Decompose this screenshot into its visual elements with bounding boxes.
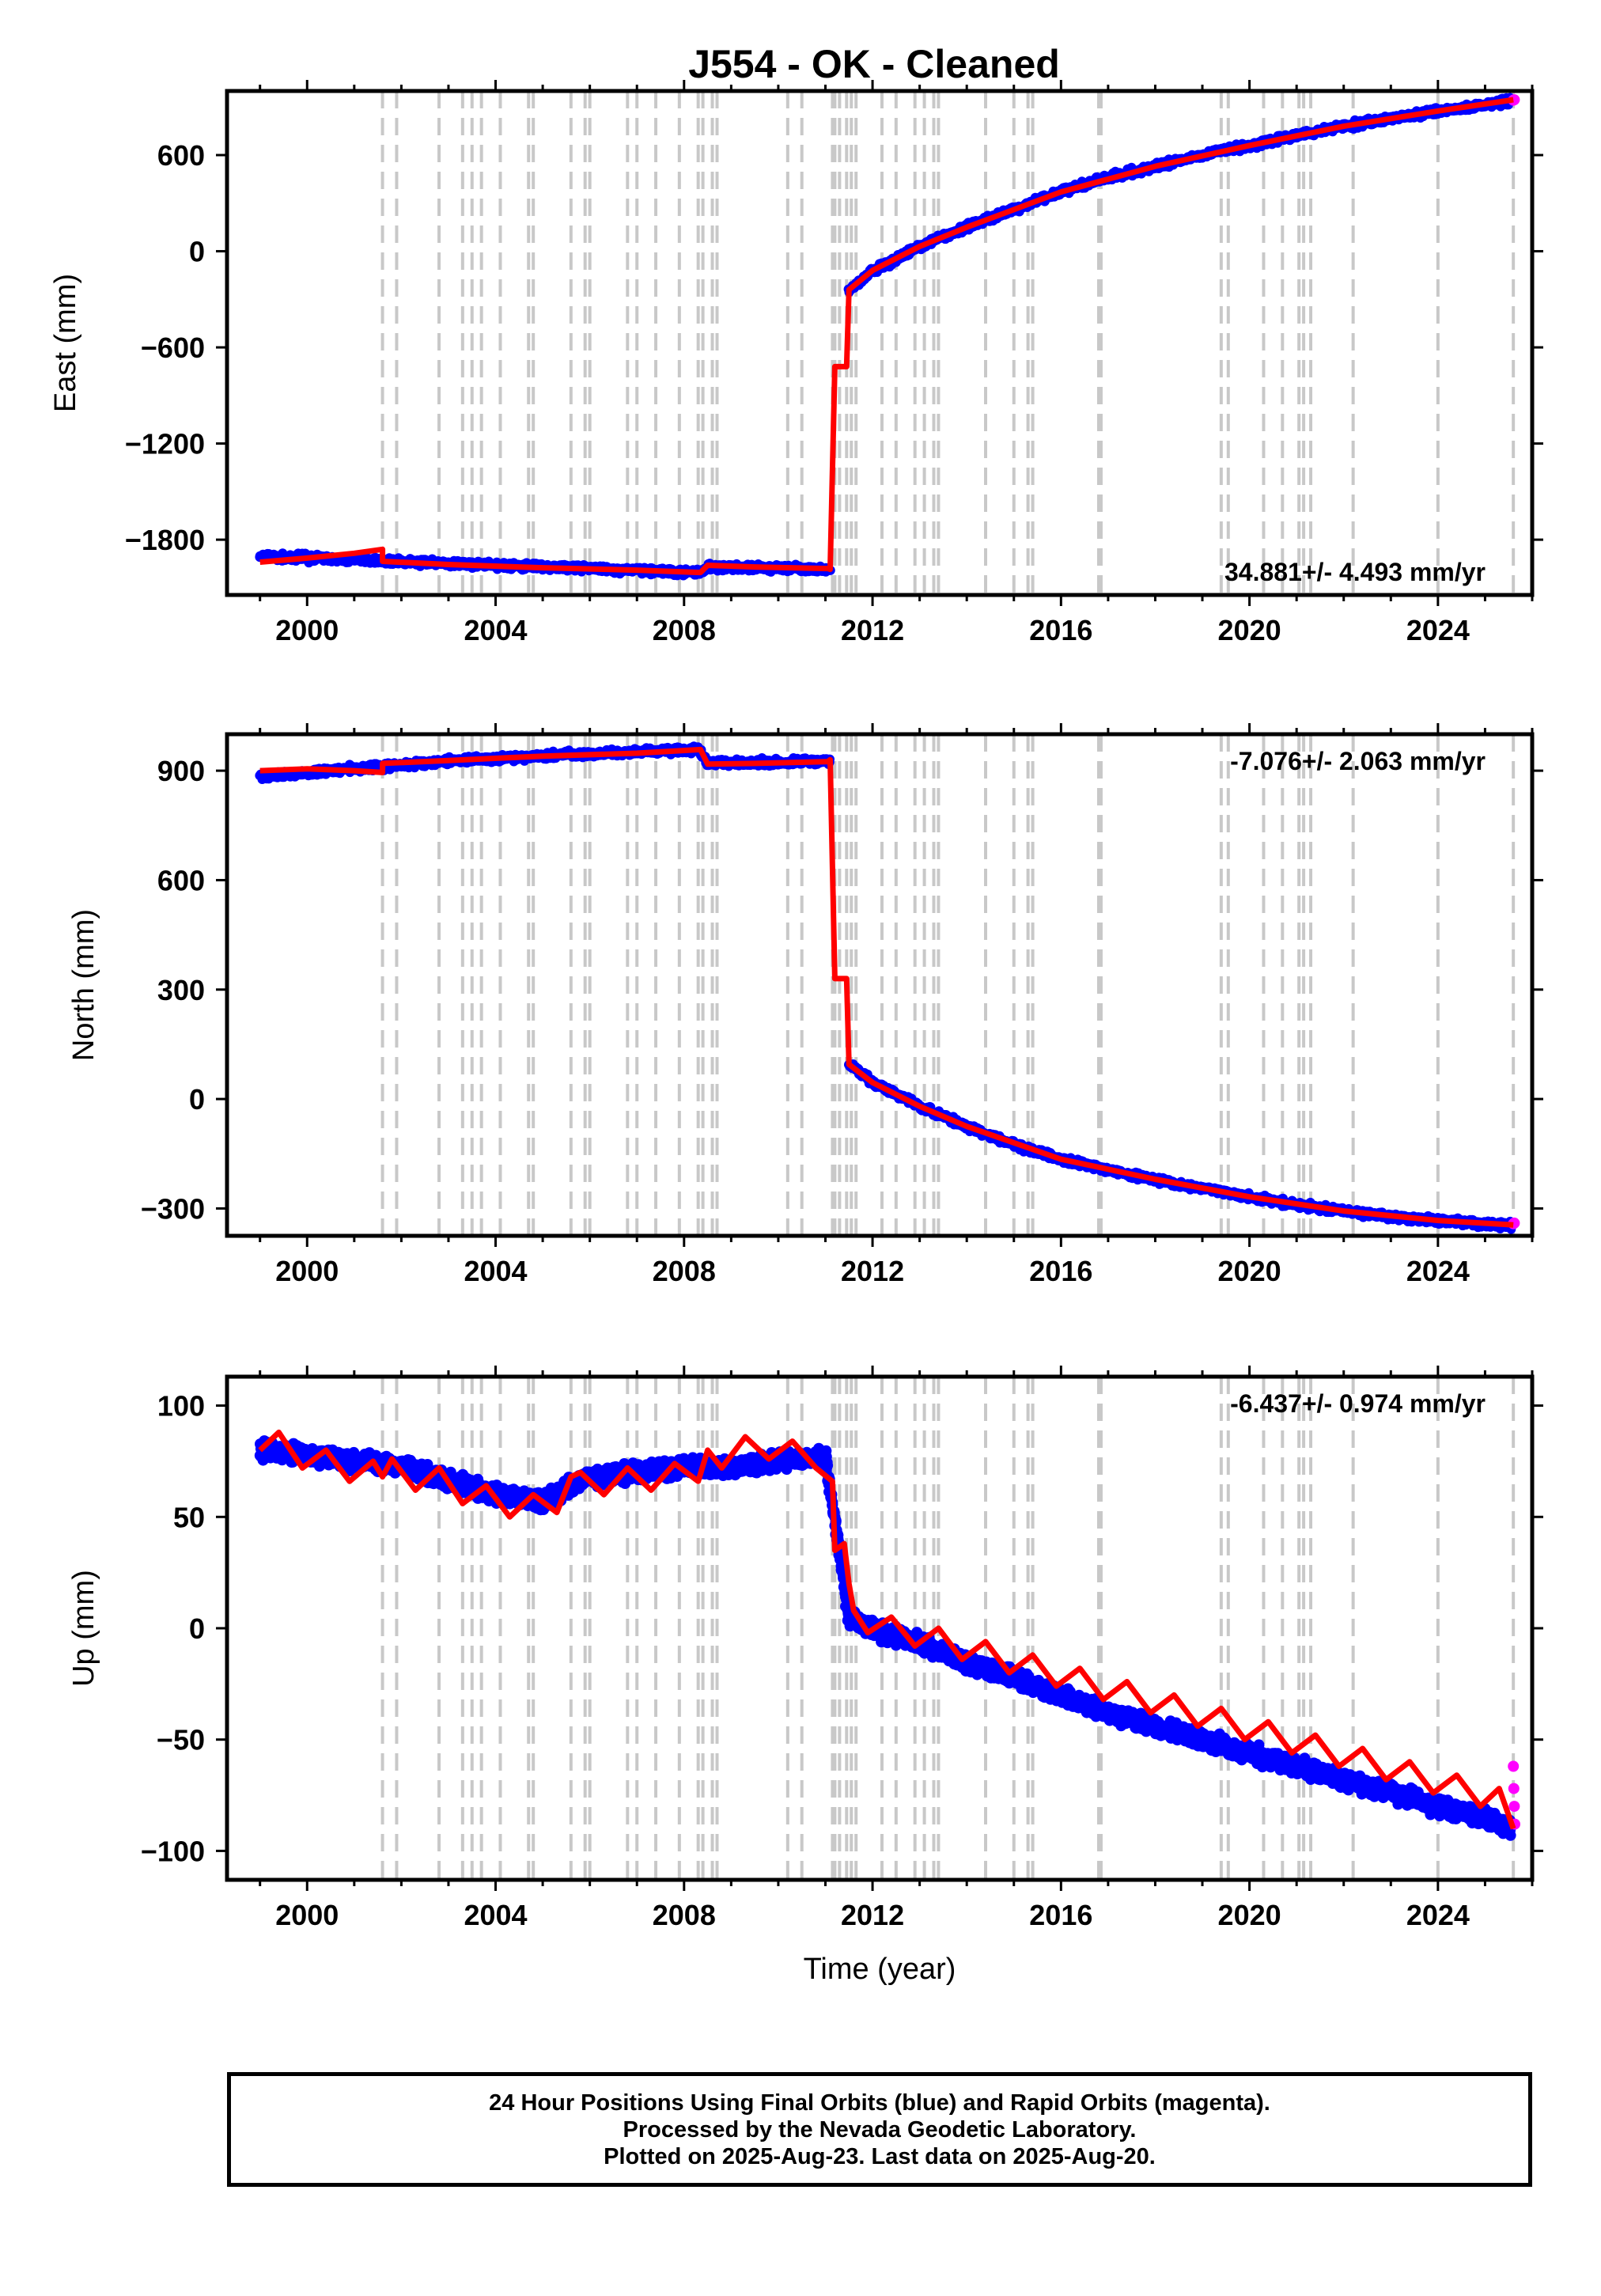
plot-frame xyxy=(225,732,1535,1238)
x-tick-label: 2004 xyxy=(464,1255,527,1287)
x-tick-label: 2024 xyxy=(1406,614,1470,646)
x-tick-label: 2024 xyxy=(1406,1255,1470,1287)
x-tick-label: 2020 xyxy=(1218,1255,1281,1287)
y-tick-label: −600 xyxy=(141,332,205,364)
plot-area xyxy=(255,91,1520,595)
rate-annotation: 34.881+/- 4.493 mm/yr xyxy=(1224,558,1486,586)
panel-north: 2000 2004 2008 2012 2016 2020 2024 900 600 300 0 −3… xyxy=(67,723,1543,1287)
y-tick-label: 0 xyxy=(189,236,205,268)
y-tick-label: 0 xyxy=(189,1083,205,1116)
x-tick-label: 2016 xyxy=(1029,614,1092,646)
chart-title: J554 - OK - Cleaned xyxy=(688,42,1060,86)
y-tick-label: −1800 xyxy=(125,524,205,556)
y-tick-label: 600 xyxy=(157,864,205,896)
panel-up: 2000 2004 2008 2012 2016 2020 2024100500−50−10… xyxy=(67,1366,1543,1986)
final-orbits-points xyxy=(255,741,1516,1234)
x-tick-label: 2000 xyxy=(275,614,339,646)
y-tick-label: 600 xyxy=(157,139,205,172)
x-tick-label: 2004 xyxy=(464,614,527,646)
x-tick-label: 2008 xyxy=(653,614,716,646)
plot-frame xyxy=(225,89,1535,597)
model-fit-line xyxy=(259,746,1514,1228)
y-tick-label: 900 xyxy=(157,755,205,787)
y-axis-label: North (mm) xyxy=(67,909,100,1061)
rate-annotation: -7.076+/- 2.063 mm/yr xyxy=(1230,747,1486,775)
x-tick-label: 2020 xyxy=(1218,614,1281,646)
x-tick-label: 2016 xyxy=(1029,1255,1092,1287)
model-fit-line xyxy=(259,97,1514,576)
final-orbits-points xyxy=(255,93,1515,581)
panel-east: 2000 2004 2008 2012 2016 2020 2024 600 0 −600 −120… xyxy=(49,80,1543,646)
x-tick-label: 2012 xyxy=(841,1255,904,1287)
x-tick-label: 2012 xyxy=(841,614,904,646)
x-tick-label: 2008 xyxy=(653,1255,716,1287)
x-tick-label: 2000 xyxy=(275,1255,339,1287)
plot-area xyxy=(255,734,1520,1236)
plot-area xyxy=(254,1377,1520,1880)
y-tick-label: −300 xyxy=(141,1192,205,1225)
y-axis-label: East (mm) xyxy=(49,274,82,412)
y-tick-label: 300 xyxy=(157,974,205,1006)
y-tick-label: −1200 xyxy=(125,428,205,460)
